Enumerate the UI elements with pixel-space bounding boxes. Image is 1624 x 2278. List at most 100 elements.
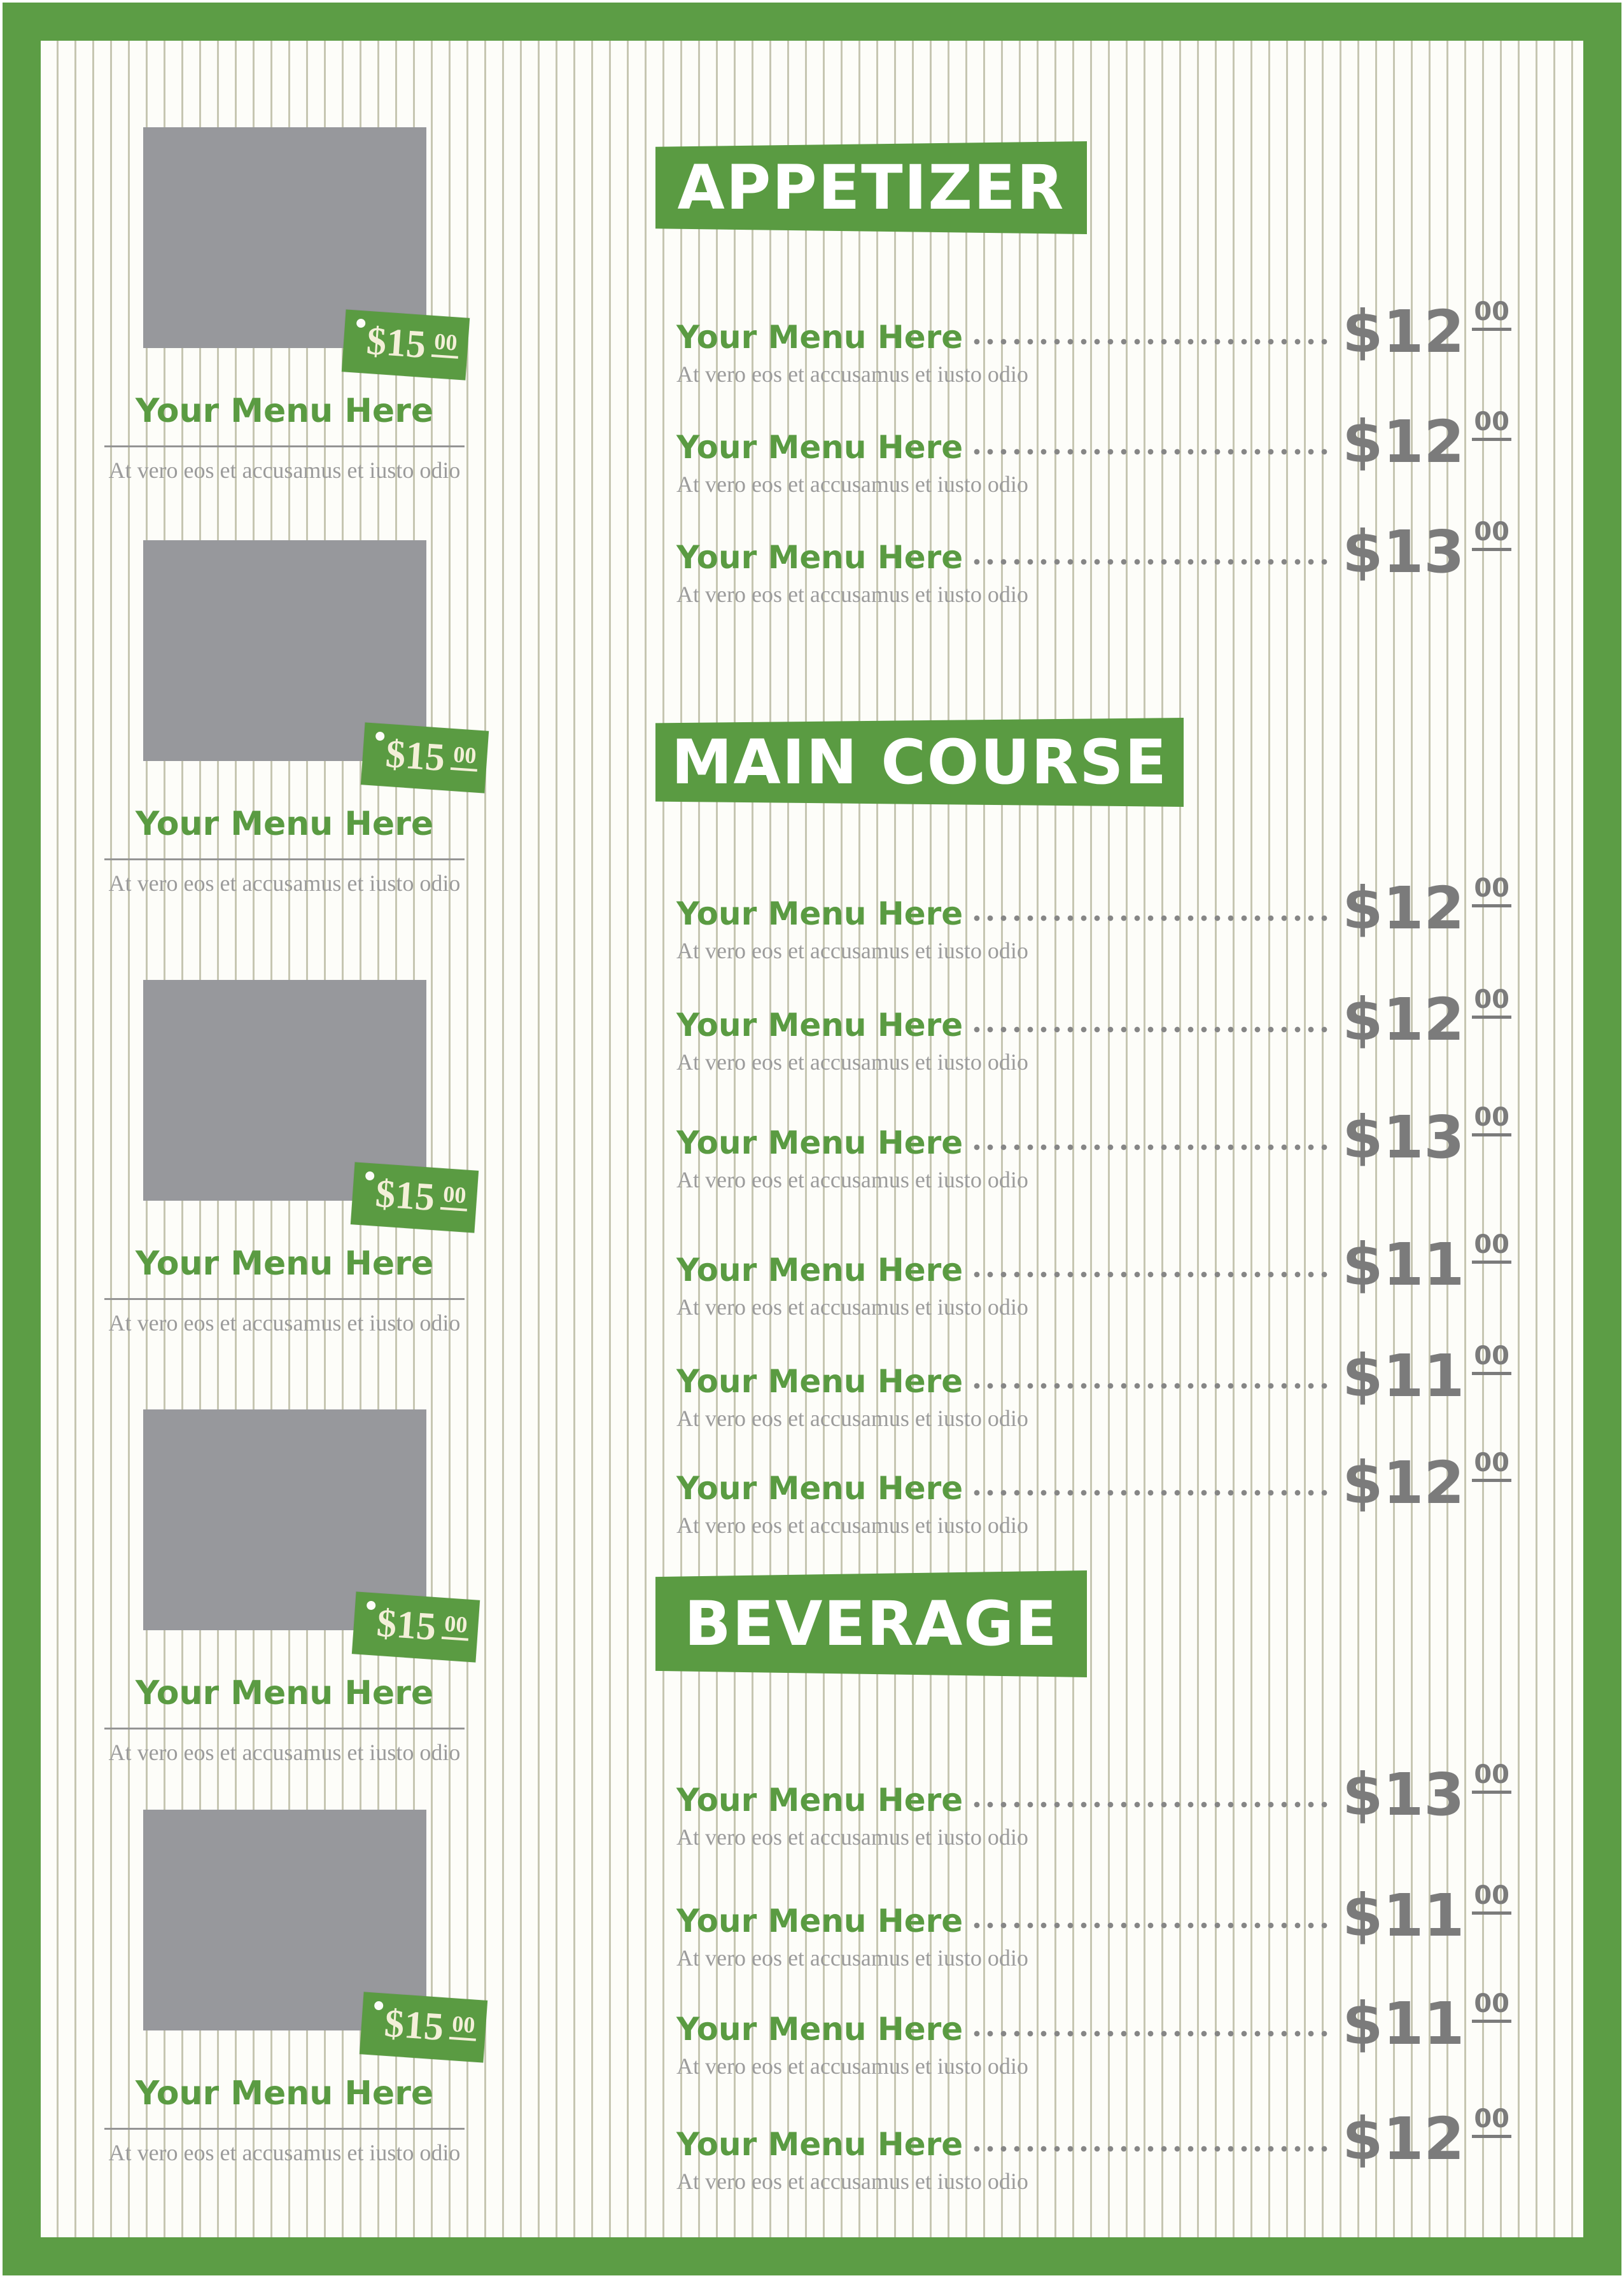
divider: [104, 1298, 465, 1300]
item-description: At vero eos et accusamus et iusto odio: [676, 361, 1028, 388]
price-cents: 00: [1472, 1762, 1511, 1794]
pinstripe-background: $15 00 Your Menu Here At vero eos et acc…: [41, 41, 1583, 2237]
price-dollars: $12: [1342, 298, 1465, 366]
item-title: Your Menu Here: [676, 1362, 963, 1400]
price-dollars: $11: [1342, 1882, 1465, 1950]
menu-row: Your Menu Here $11 00 At vero eos et accu…: [676, 1342, 1511, 1432]
price-dollars: $13: [1342, 518, 1465, 586]
dotted-leader: [973, 448, 1333, 456]
dotted-leader: [973, 914, 1333, 923]
price: $12 00: [1342, 2105, 1511, 2173]
menu-row: Your Menu Here $12 00 At vero eos et accu…: [676, 876, 1511, 964]
menu-card: $15 00 Your Menu Here At vero eos et acc…: [41, 980, 537, 1413]
price: $13 00: [1342, 1103, 1511, 1171]
menu-row: Your Menu Here $13 00 At vero eos et accu…: [676, 1762, 1511, 1850]
item-description: At vero eos et accusamus et iusto odio: [676, 2169, 1028, 2195]
price: $12 00: [1342, 1449, 1511, 1517]
price-dollars: $12: [1342, 2105, 1465, 2173]
dotted-leader: [973, 1382, 1333, 1390]
item-description: At vero eos et accusamus et iusto odio: [676, 1294, 1028, 1320]
price: $13 00: [1342, 518, 1511, 586]
price-cents: 00: [1472, 876, 1511, 907]
dotted-leader: [973, 1922, 1333, 1930]
dotted-leader: [973, 1489, 1333, 1497]
section-banner-appetizer: APPETIZER: [655, 141, 1087, 234]
item-description: At vero eos et accusamus et iusto odio: [676, 1824, 1028, 1850]
item-description: At vero eos et accusamus et iusto odio: [676, 1406, 1028, 1432]
price-dollars: $12: [1342, 986, 1465, 1054]
section-banner-beverage: BEVERAGE: [655, 1570, 1087, 1677]
menu-row: Your Menu Here $13 00 At vero eos et accu…: [676, 1103, 1511, 1193]
price-dollars: $15: [375, 1601, 438, 1649]
item-title: Your Menu Here: [135, 392, 434, 430]
price-cents: 00: [1472, 519, 1511, 551]
price-tag: $15 00: [360, 722, 489, 793]
price: $11 00: [1342, 1342, 1511, 1410]
price-cents: 00: [1472, 1883, 1511, 1915]
price-cents: 00: [1472, 987, 1511, 1019]
item-title: Your Menu Here: [676, 1124, 963, 1161]
item-title: Your Menu Here: [676, 428, 963, 466]
menu-row: Your Menu Here $12 00 At vero eos et accu…: [676, 298, 1511, 388]
menu-card: $15 00 Your Menu Here At vero eos et acc…: [41, 127, 537, 560]
price-tag: $15 00: [350, 1162, 479, 1233]
menu-row: Your Menu Here $12 00 At vero eos et accu…: [676, 986, 1511, 1075]
section-heading: BEVERAGE: [684, 1588, 1058, 1660]
dotted-leader: [973, 2030, 1333, 2038]
price-tag: $15 00: [359, 1992, 488, 2063]
item-title: Your Menu Here: [676, 2010, 963, 2048]
price-dollars: $15: [365, 319, 428, 367]
price-dollars: $13: [1342, 1103, 1465, 1171]
item-title: Your Menu Here: [676, 538, 963, 576]
price-dollars: $11: [1342, 1231, 1465, 1299]
dotted-leader: [973, 1026, 1333, 1034]
item-title: Your Menu Here: [676, 1781, 963, 1819]
item-description: At vero eos et accusamus et iusto odio: [108, 1310, 461, 1336]
divider: [104, 445, 465, 447]
divider: [104, 858, 465, 860]
item-description: At vero eos et accusamus et iusto odio: [676, 938, 1028, 964]
item-description: At vero eos et accusamus et iusto odio: [676, 1945, 1028, 1971]
section-heading: APPETIZER: [677, 152, 1065, 223]
menu-card: $15 00 Your Menu Here At vero eos et acc…: [41, 1810, 537, 2242]
item-description: At vero eos et accusamus et iusto odio: [676, 582, 1028, 608]
menu-card: $15 00 Your Menu Here At vero eos et acc…: [41, 540, 537, 973]
price-dollars: $12: [1342, 1449, 1465, 1517]
price-tag: $15 00: [351, 1591, 480, 1663]
dotted-leader: [973, 1801, 1333, 1809]
price-cents: 00: [450, 741, 479, 772]
price-dollars: $11: [1342, 1342, 1465, 1410]
menu-row: Your Menu Here $11 00 At vero eos et accu…: [676, 1231, 1511, 1320]
item-title: Your Menu Here: [676, 2125, 963, 2163]
menu-row: Your Menu Here $12 00 At vero eos et accu…: [676, 1449, 1511, 1539]
price-cents: 00: [1472, 299, 1511, 331]
price-cents: 00: [1472, 1105, 1511, 1136]
price: $13 00: [1342, 1762, 1511, 1824]
price-cents: 00: [441, 1611, 470, 1641]
item-title: Your Menu Here: [135, 2074, 434, 2113]
price-cents: 00: [431, 328, 460, 359]
item-title: Your Menu Here: [676, 1251, 963, 1289]
item-description: At vero eos et accusamus et iusto odio: [676, 1167, 1028, 1193]
section-banner-main-course: MAIN COURSE: [655, 718, 1184, 807]
item-title: Your Menu Here: [676, 1006, 963, 1044]
price-dollars: $15: [382, 2001, 445, 2050]
item-description: At vero eos et accusamus et iusto odio: [676, 2053, 1028, 2079]
section-heading: MAIN COURSE: [671, 727, 1168, 798]
item-description: At vero eos et accusamus et iusto odio: [108, 870, 461, 896]
price: $11 00: [1342, 1231, 1511, 1299]
menu-card: $15 00 Your Menu Here At vero eos et acc…: [41, 1409, 537, 1842]
price-dollars: $15: [384, 732, 447, 780]
dotted-leader: [973, 1271, 1333, 1279]
price: $11 00: [1342, 1990, 1511, 2058]
item-title: Your Menu Here: [135, 1245, 434, 1283]
price: $12 00: [1342, 409, 1511, 472]
item-description: At vero eos et accusamus et iusto odio: [676, 1049, 1028, 1075]
price-cents: 00: [1472, 409, 1511, 441]
price-cents: 00: [1472, 2106, 1511, 2138]
menu-row: Your Menu Here $12 00 At vero eos et accu…: [676, 2105, 1511, 2195]
divider: [104, 2128, 465, 2130]
item-title: Your Menu Here: [676, 895, 963, 932]
price-cents: 00: [1472, 1450, 1511, 1482]
price-dollars: $11: [1342, 1990, 1465, 2058]
